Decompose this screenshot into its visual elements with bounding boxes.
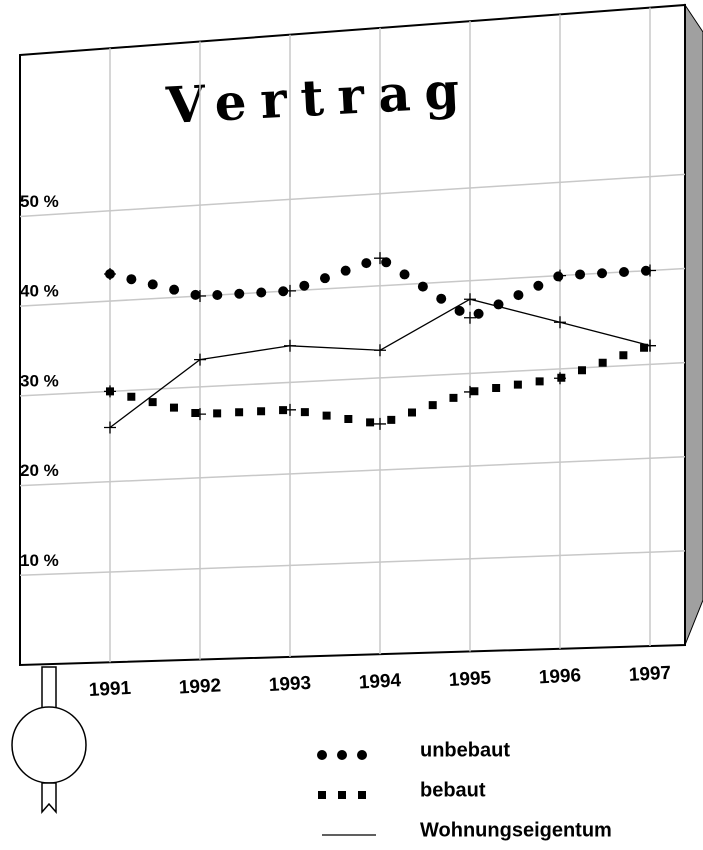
- legend-label: bebaut: [420, 779, 486, 801]
- ornament: [12, 667, 86, 812]
- legend: unbebaut bebaut Wohnungseigentum: [322, 739, 612, 841]
- x-tick-label: 1993: [268, 673, 311, 696]
- x-tick-label: 1996: [538, 665, 581, 688]
- board-side: [685, 5, 703, 645]
- y-tick-label: 40 %: [20, 282, 59, 301]
- y-tick-label: 50 %: [20, 192, 59, 211]
- x-tick-label: 1992: [178, 675, 221, 698]
- y-tick-label: 30 %: [20, 371, 59, 390]
- legend-label: unbebaut: [420, 739, 510, 761]
- x-tick-label: 1991: [88, 678, 132, 701]
- x-tick-label: 1995: [448, 668, 492, 691]
- x-tick-label: 1997: [628, 663, 671, 686]
- y-tick-label: 10 %: [20, 551, 59, 570]
- x-tick-label: 1994: [358, 670, 402, 693]
- legend-label: Wohnungseigentum: [420, 819, 612, 841]
- chart: Vertrag 199119921993199419951996199710 %…: [0, 0, 703, 850]
- y-tick-label: 20 %: [20, 461, 59, 480]
